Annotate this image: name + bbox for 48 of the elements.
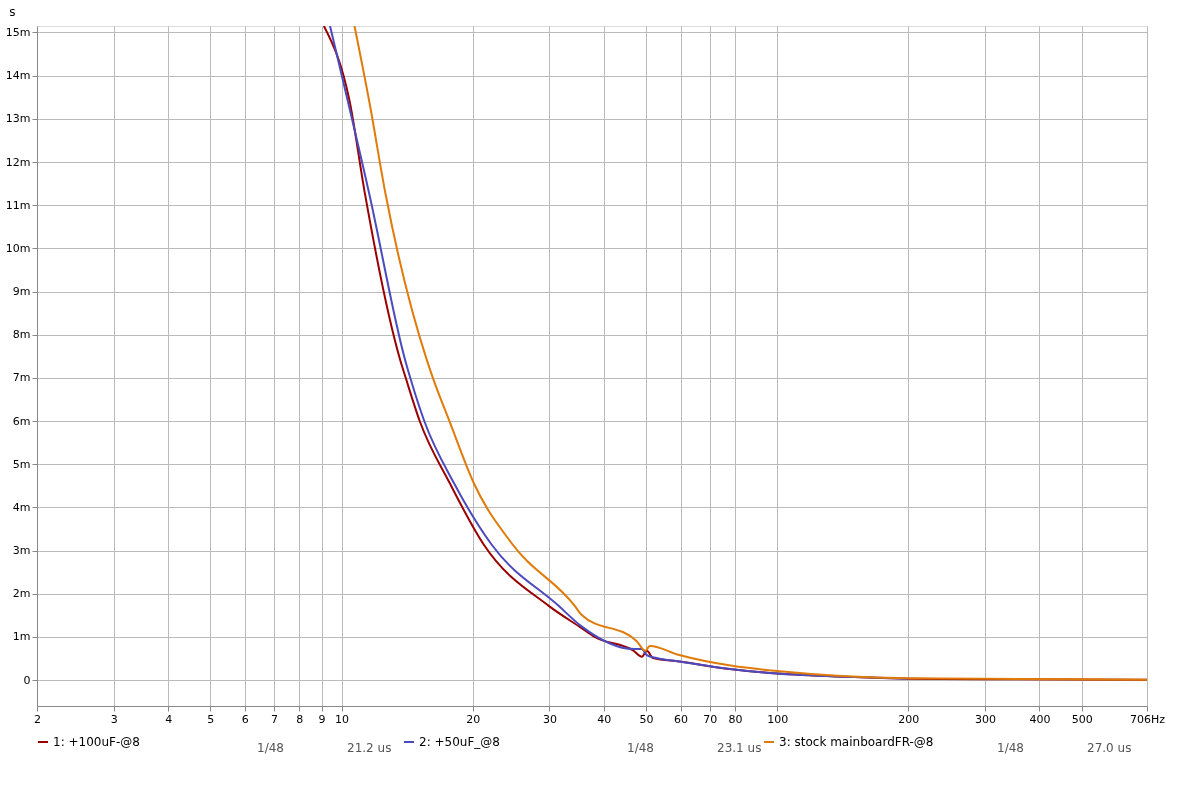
- y-tick-label: 13m: [5, 112, 31, 126]
- text: 1/48: [627, 741, 654, 755]
- x-tick-label: 500: [1071, 712, 1093, 726]
- legend-label: 3: stock mainboardFR-@8: [779, 735, 934, 749]
- x-tick-label: 400: [1029, 712, 1051, 726]
- x-tick-label: 2: [34, 712, 41, 726]
- y-tick-label: 9m: [12, 285, 31, 299]
- text: 1/48: [997, 741, 1024, 755]
- y-tick-label: 7m: [12, 371, 31, 385]
- legend-label: 1: +100uF-@8: [53, 735, 140, 749]
- x-tick-label: 20: [466, 712, 481, 726]
- x-tick-label: 7: [271, 712, 279, 726]
- x-tick-label: 100: [767, 712, 789, 726]
- x-tick-label: 4: [165, 712, 173, 726]
- x-tick-label: 5: [207, 712, 215, 726]
- y-tick-label: 2m: [12, 587, 31, 601]
- x-tick-label: 60: [674, 712, 689, 726]
- y-tick-label: 15m: [5, 25, 31, 39]
- legend-label: 2: +50uF_@8: [419, 735, 500, 749]
- text: 1/48: [257, 741, 284, 755]
- x-tick-label: 50: [639, 712, 654, 726]
- y-tick-label: 10m: [5, 241, 31, 255]
- y-tick-label: 1m: [12, 630, 31, 644]
- x-tick-label: 10: [335, 712, 350, 726]
- y-tick-label: 12m: [5, 155, 31, 169]
- text: 23.1 us: [717, 741, 762, 755]
- x-tick-label: 300: [975, 712, 997, 726]
- y-tick-label: 0: [23, 673, 31, 687]
- y-tick-label: 5m: [12, 457, 31, 471]
- x-tick-label: 200: [898, 712, 920, 726]
- text: 27.0 us: [1087, 741, 1132, 755]
- x-tick-label: 8: [296, 712, 304, 726]
- y-tick-label: 14m: [5, 69, 31, 83]
- x-tick-label: 40: [597, 712, 612, 726]
- text: 21.2 us: [347, 741, 392, 755]
- y-tick-label: 11m: [5, 198, 31, 212]
- x-tick-label: 30: [542, 712, 557, 726]
- x-tick-label: 6: [241, 712, 249, 726]
- x-tick-label: 706Hz: [1129, 712, 1166, 726]
- y-tick-label: 3m: [12, 544, 31, 558]
- y-axis-title: s: [9, 4, 16, 19]
- x-tick-label: 3: [110, 712, 118, 726]
- x-tick-label: 9: [318, 712, 326, 726]
- y-tick-label: 4m: [12, 500, 31, 514]
- x-tick-label: 80: [728, 712, 743, 726]
- y-tick-label: 6m: [12, 414, 31, 428]
- y-tick-label: 8m: [12, 328, 31, 342]
- x-tick-label: 70: [703, 712, 718, 726]
